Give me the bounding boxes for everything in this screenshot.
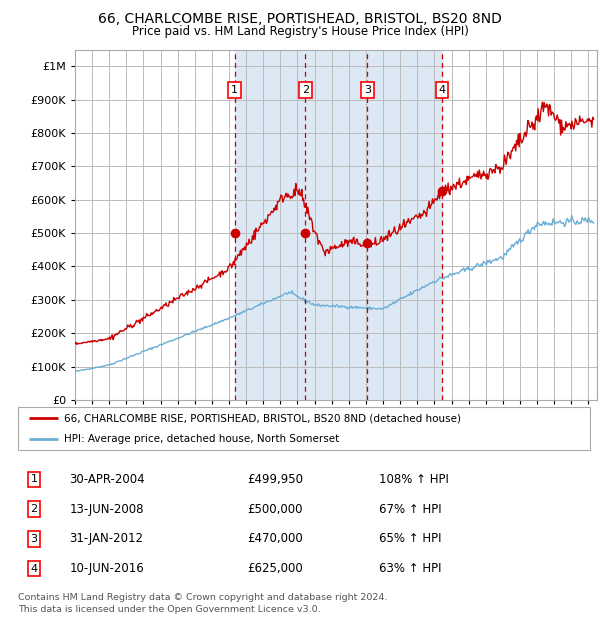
- Text: 4: 4: [31, 564, 38, 574]
- Text: Price paid vs. HM Land Registry's House Price Index (HPI): Price paid vs. HM Land Registry's House …: [131, 25, 469, 38]
- Text: 1: 1: [31, 474, 38, 484]
- Text: 4: 4: [439, 85, 446, 95]
- Text: 66, CHARLCOMBE RISE, PORTISHEAD, BRISTOL, BS20 8ND: 66, CHARLCOMBE RISE, PORTISHEAD, BRISTOL…: [98, 12, 502, 27]
- Text: HPI: Average price, detached house, North Somerset: HPI: Average price, detached house, Nort…: [64, 433, 339, 444]
- Text: £499,950: £499,950: [247, 473, 303, 486]
- Text: 2: 2: [302, 85, 309, 95]
- Text: 65% ↑ HPI: 65% ↑ HPI: [379, 533, 442, 546]
- FancyBboxPatch shape: [18, 407, 590, 450]
- Text: 13-JUN-2008: 13-JUN-2008: [70, 503, 144, 516]
- Text: This data is licensed under the Open Government Licence v3.0.: This data is licensed under the Open Gov…: [18, 604, 320, 614]
- Text: 108% ↑ HPI: 108% ↑ HPI: [379, 473, 449, 486]
- Text: 10-JUN-2016: 10-JUN-2016: [70, 562, 145, 575]
- Text: 3: 3: [364, 85, 371, 95]
- Text: 1: 1: [231, 85, 238, 95]
- Text: Contains HM Land Registry data © Crown copyright and database right 2024.: Contains HM Land Registry data © Crown c…: [18, 593, 388, 603]
- Bar: [305, 50, 367, 400]
- Text: £470,000: £470,000: [247, 533, 303, 546]
- Text: 3: 3: [31, 534, 38, 544]
- Text: 2: 2: [31, 504, 38, 514]
- Text: 31-JAN-2012: 31-JAN-2012: [70, 533, 143, 546]
- Text: 66, CHARLCOMBE RISE, PORTISHEAD, BRISTOL, BS20 8ND (detached house): 66, CHARLCOMBE RISE, PORTISHEAD, BRISTOL…: [64, 413, 461, 423]
- Bar: [235, 50, 305, 400]
- Text: 63% ↑ HPI: 63% ↑ HPI: [379, 562, 442, 575]
- Text: £625,000: £625,000: [247, 562, 303, 575]
- Bar: [367, 50, 442, 400]
- Text: £500,000: £500,000: [247, 503, 303, 516]
- Text: 67% ↑ HPI: 67% ↑ HPI: [379, 503, 442, 516]
- Text: 30-APR-2004: 30-APR-2004: [70, 473, 145, 486]
